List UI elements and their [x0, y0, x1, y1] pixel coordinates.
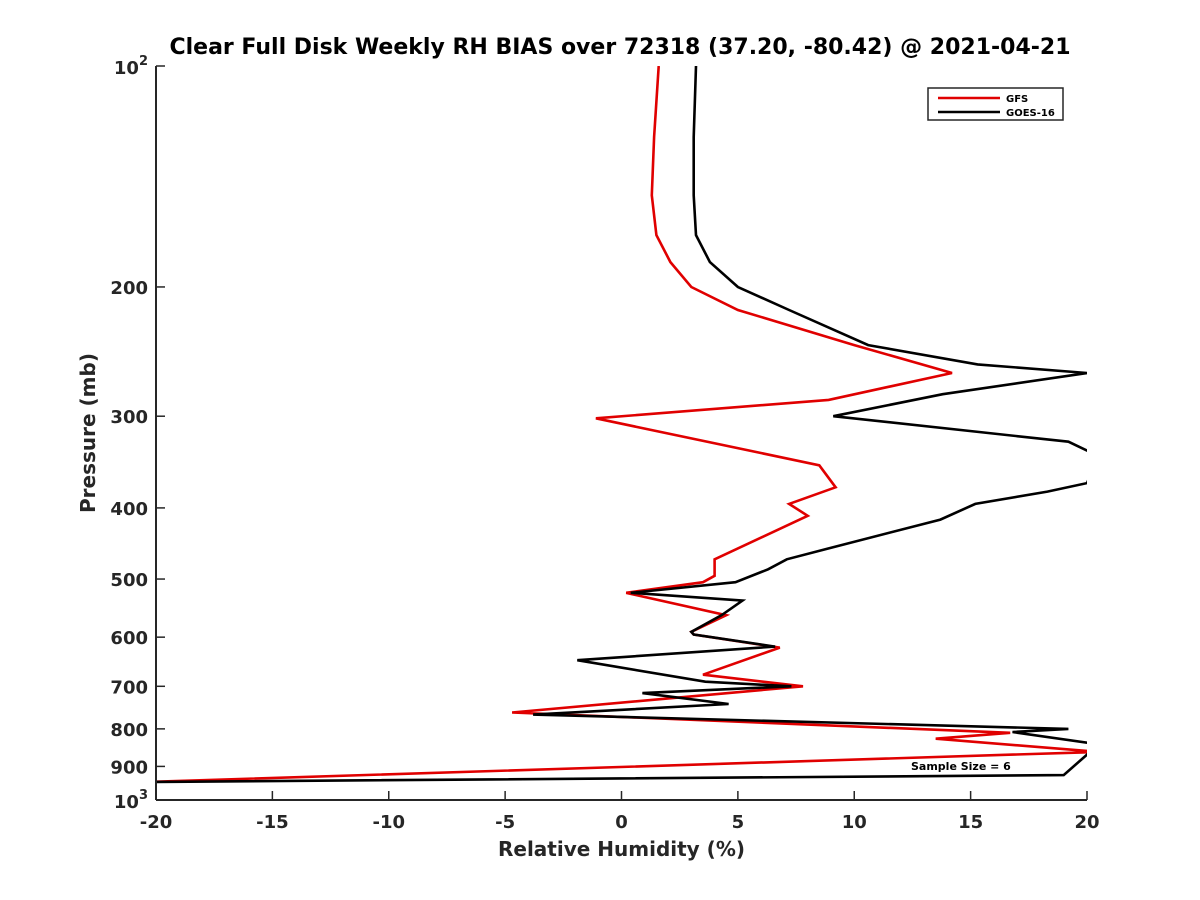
y-tick-label: 400: [110, 499, 148, 520]
x-axis-label: Relative Humidity (%): [498, 837, 745, 861]
series-curves: [156, 66, 1087, 784]
x-tick-label: 10: [842, 812, 867, 833]
y-tick-label: 700: [110, 677, 148, 698]
y-tick-label: 500: [110, 570, 148, 591]
y-tick-base: 10: [114, 58, 139, 79]
x-tick-label: 0: [615, 812, 628, 833]
legend-label: GOES-16: [1006, 108, 1055, 119]
y-tick-label: 103: [114, 788, 148, 813]
y-tick-base: 10: [114, 792, 139, 813]
chart-title: Clear Full Disk Weekly RH BIAS over 7231…: [169, 35, 1070, 60]
legend: GFS GOES-16: [927, 87, 1064, 121]
x-tick-label: -20: [140, 812, 173, 833]
y-tick-label: 800: [110, 720, 148, 741]
y-tick-exponent: 3: [139, 788, 148, 803]
y-tick-label: 102: [114, 54, 148, 79]
series-line-gfs: [156, 66, 1087, 783]
x-tick-label: 20: [1074, 812, 1099, 833]
series-line-goes-16: [156, 66, 1087, 784]
x-tick-label: 5: [732, 812, 745, 833]
y-axis-label: Pressure (mb): [76, 353, 100, 513]
y-tick-label: 200: [110, 278, 148, 299]
x-tick-label: -15: [256, 812, 289, 833]
x-tick-label: 15: [958, 812, 983, 833]
legend-box: [927, 87, 1064, 121]
y-tick-label: 300: [110, 407, 148, 428]
x-tick-label: -10: [372, 812, 405, 833]
x-tick-label: -5: [495, 812, 515, 833]
y-tick-label: 600: [110, 628, 148, 649]
y-tick-exponent: 2: [139, 54, 148, 69]
sample-size-annotation: Sample Size = 6: [911, 760, 1011, 773]
legend-label: GFS: [1006, 94, 1028, 105]
y-tick-label: 900: [110, 757, 148, 778]
